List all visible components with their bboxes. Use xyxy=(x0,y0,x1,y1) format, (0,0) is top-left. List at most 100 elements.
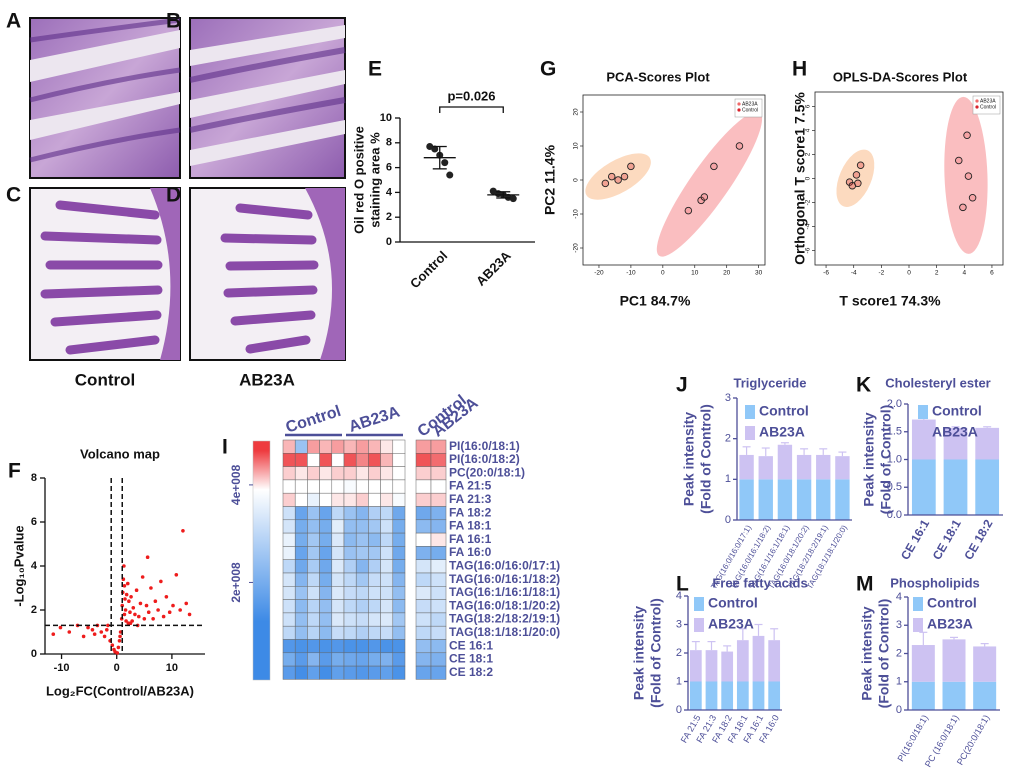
heatmap-mean-cell xyxy=(430,506,447,521)
heatmap-cell xyxy=(392,586,406,600)
y-tick-label: 3 xyxy=(676,618,682,630)
heatmap-cell xyxy=(331,466,345,481)
heatmap-cell xyxy=(307,479,320,494)
column-group-label: Control xyxy=(284,403,343,437)
heatmap-mean-cell xyxy=(430,439,447,454)
heatmap-cell xyxy=(380,439,394,454)
heatmap-cell xyxy=(380,599,394,614)
heatmap-cell xyxy=(319,466,333,481)
heatmap-cell xyxy=(331,439,345,454)
heatmap-cell xyxy=(319,506,333,521)
bar-segment xyxy=(942,681,966,710)
panel-letter: A xyxy=(6,10,21,33)
heatmap-cell xyxy=(319,546,333,560)
data-point xyxy=(184,601,189,606)
heatmap-mean-cell xyxy=(430,532,447,547)
heatmap-cell xyxy=(319,625,333,640)
heatmap-cell xyxy=(331,479,345,494)
y-tick-label: 0 xyxy=(676,704,682,716)
panel-letter: F xyxy=(8,460,21,483)
legend-label: Control xyxy=(980,104,996,110)
legend-label: Control xyxy=(742,107,758,113)
heatmap-cell xyxy=(392,479,406,494)
x-tick-label: 2 xyxy=(935,270,939,277)
heatmap-cell xyxy=(343,599,357,614)
heatmap-cell xyxy=(307,546,320,560)
heatmap-mean-cell xyxy=(430,453,447,467)
heatmap-cell xyxy=(368,532,381,547)
bar-segment xyxy=(943,427,968,460)
bar-segment xyxy=(796,479,812,520)
heatmap-cell xyxy=(319,492,333,507)
heatmap-cell xyxy=(331,599,345,614)
bar-segment xyxy=(973,681,997,710)
heatmap-cell xyxy=(282,492,296,507)
row-label: FA 21:5 xyxy=(449,479,492,493)
confidence-ellipse xyxy=(656,111,763,257)
heatmap-cell xyxy=(319,639,333,654)
heatmap-cell xyxy=(319,479,333,494)
data-point xyxy=(58,625,63,630)
heatmap-cell xyxy=(282,519,296,534)
y-tick-label: 8 xyxy=(31,472,37,484)
heatmap-cell xyxy=(343,625,357,640)
heatmap-cell xyxy=(355,532,369,547)
heatmap-mean-cell xyxy=(415,519,432,534)
x-tick-label: -20 xyxy=(594,270,604,277)
y-tick-label: 0.0 xyxy=(887,509,902,521)
heatmap-cell xyxy=(319,519,333,534)
column-group-label: AB23A xyxy=(347,403,403,436)
heatmap-cell xyxy=(319,532,333,547)
y-tick-label: 6 xyxy=(805,104,812,108)
heatmap-cell xyxy=(319,572,333,587)
bar-segment xyxy=(705,650,718,682)
heatmap-cell xyxy=(282,625,296,640)
y-axis-label: Peak intensity xyxy=(631,606,647,700)
heatmap-cell xyxy=(294,639,308,654)
lumen xyxy=(30,30,180,140)
heatmap-cell xyxy=(294,572,308,587)
y-tick-label: 0.5 xyxy=(887,481,902,493)
heatmap-cell xyxy=(392,453,406,467)
y-tick-label: 0 xyxy=(725,514,731,526)
y-tick-label: 4 xyxy=(805,128,812,132)
heatmap-cell xyxy=(331,532,345,547)
heatmap-mean-cell xyxy=(415,439,432,454)
data-point xyxy=(167,610,172,614)
heatmap-cell xyxy=(368,625,381,640)
heatmap-mean-cell xyxy=(415,572,432,587)
heatmap-cell xyxy=(307,665,320,680)
heatmap-cell xyxy=(343,559,357,574)
data-point xyxy=(145,555,150,559)
data-point xyxy=(156,608,160,612)
data-point xyxy=(146,610,151,614)
y-tick-label: 4 xyxy=(31,560,38,572)
legend-box xyxy=(972,95,1001,115)
data-point xyxy=(125,581,130,586)
heatmap-cell xyxy=(392,532,406,547)
heatmap-cell xyxy=(380,652,394,667)
data-point xyxy=(607,172,616,181)
heatmap-cell xyxy=(355,586,369,600)
heatmap-cell xyxy=(368,586,381,600)
chart-title: Free fatty acids xyxy=(712,575,807,590)
data-point xyxy=(142,617,147,621)
heatmap-cell xyxy=(343,639,357,654)
data-point xyxy=(136,614,141,619)
bar-segment xyxy=(816,454,831,480)
legend-label: AB23A xyxy=(932,424,978,440)
data-point xyxy=(431,145,439,153)
bar-segment xyxy=(835,456,850,480)
legend-label: Control xyxy=(759,403,809,419)
row-label: TAG(18:2/18:2/19:1) xyxy=(449,612,560,626)
data-point xyxy=(115,651,120,655)
heatmap-cell xyxy=(307,506,320,521)
heatmap-cell xyxy=(331,506,345,521)
heatmap-cell xyxy=(343,453,357,467)
row-label: FA 18:1 xyxy=(449,519,492,533)
y-tick-label: 2 xyxy=(805,152,812,156)
heatmap-cell xyxy=(368,492,381,507)
x-tick-label: CE 16:1 xyxy=(898,517,932,562)
heatmap-cell xyxy=(307,652,320,667)
x-tick-label: 0 xyxy=(907,270,911,277)
